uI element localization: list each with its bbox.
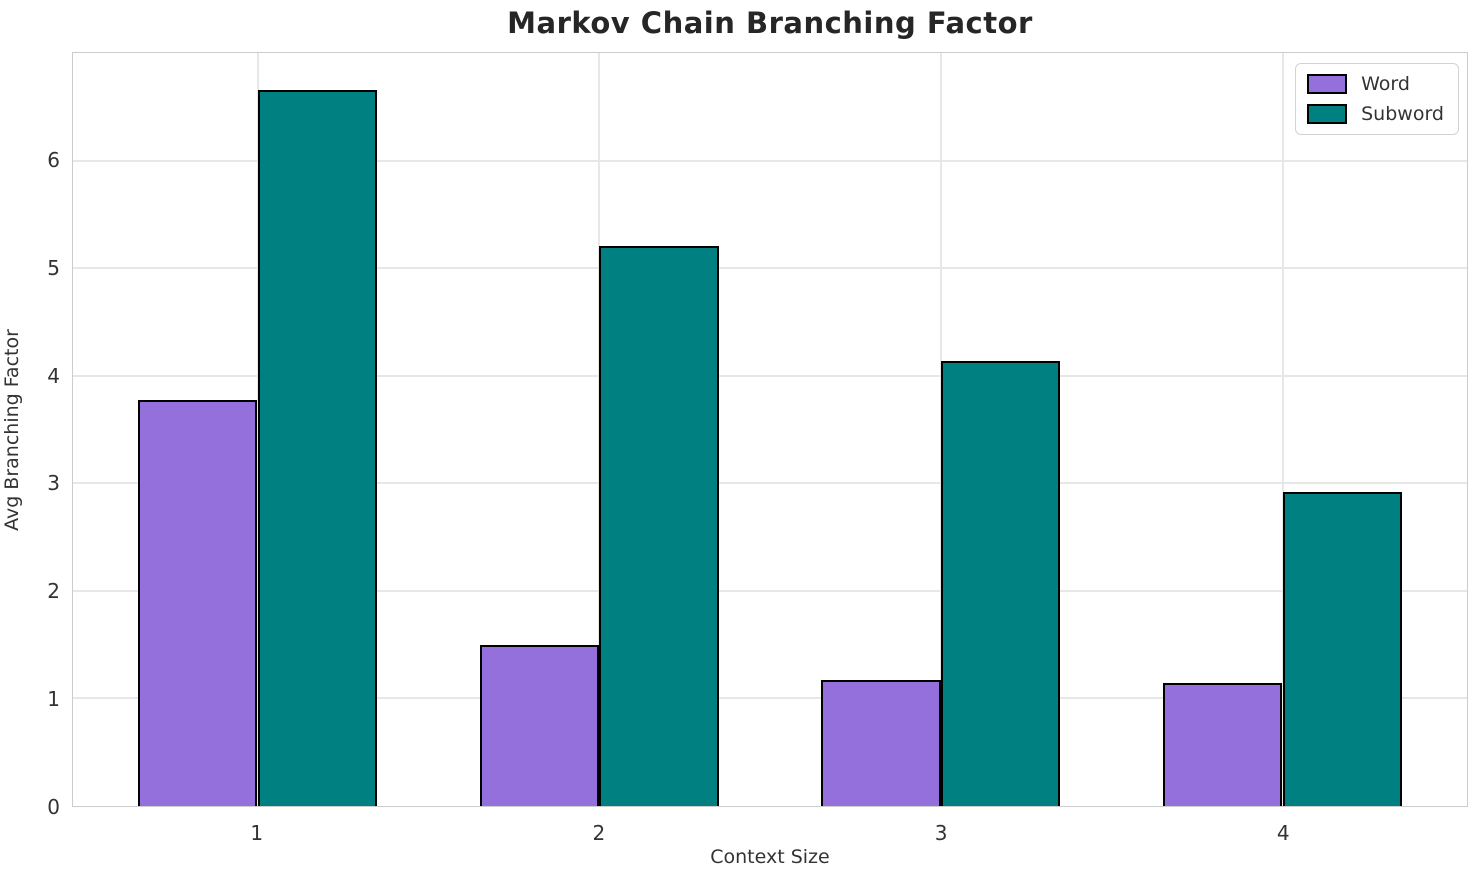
bar-subword-context-2: [599, 245, 719, 806]
legend-item-word: Word: [1307, 73, 1444, 95]
legend-label-subword: Subword: [1361, 103, 1444, 125]
xtick-label-1: 1: [250, 821, 264, 845]
gridline-y-1: [73, 697, 1467, 700]
ytick-label-5: 5: [47, 255, 60, 280]
gridline-y-4: [73, 374, 1467, 377]
xtick-label-4: 4: [1276, 821, 1290, 845]
legend-swatch-subword: [1307, 104, 1348, 124]
legend-swatch-word: [1307, 74, 1348, 94]
bar-subword-context-3: [940, 360, 1061, 806]
xtick-label-3: 3: [934, 821, 948, 845]
gridline-y-2: [73, 589, 1467, 592]
gridline-y-6: [73, 159, 1467, 162]
bar-word-context-2: [479, 644, 600, 806]
y-axis-label: Avg Branching Factor: [1, 329, 23, 531]
ytick-label-4: 4: [47, 363, 60, 388]
gridline-y-3: [73, 482, 1467, 485]
ytick-label-6: 6: [47, 147, 60, 172]
ytick-label-3: 3: [47, 471, 60, 496]
bar-word-context-3: [821, 680, 941, 806]
gridline-x-4: [1281, 53, 1284, 806]
ytick-label-2: 2: [47, 579, 60, 604]
chart-title: Markov Chain Branching Factor: [507, 6, 1033, 40]
ytick-label-0: 0: [47, 795, 60, 819]
plot-area: Word Subword: [72, 52, 1468, 807]
legend: Word Subword: [1295, 63, 1459, 135]
gridline-y-5: [73, 267, 1467, 270]
bar-subword-context-4: [1282, 491, 1403, 806]
legend-item-subword: Subword: [1307, 103, 1444, 125]
ytick-label-1: 1: [47, 687, 60, 712]
xtick-label-2: 2: [592, 821, 606, 845]
legend-label-word: Word: [1361, 73, 1410, 95]
bar-word-context-1: [137, 400, 258, 806]
bar-word-context-4: [1162, 683, 1283, 806]
x-axis-label: Context Size: [710, 846, 830, 868]
bar-subword-context-1: [257, 89, 378, 806]
